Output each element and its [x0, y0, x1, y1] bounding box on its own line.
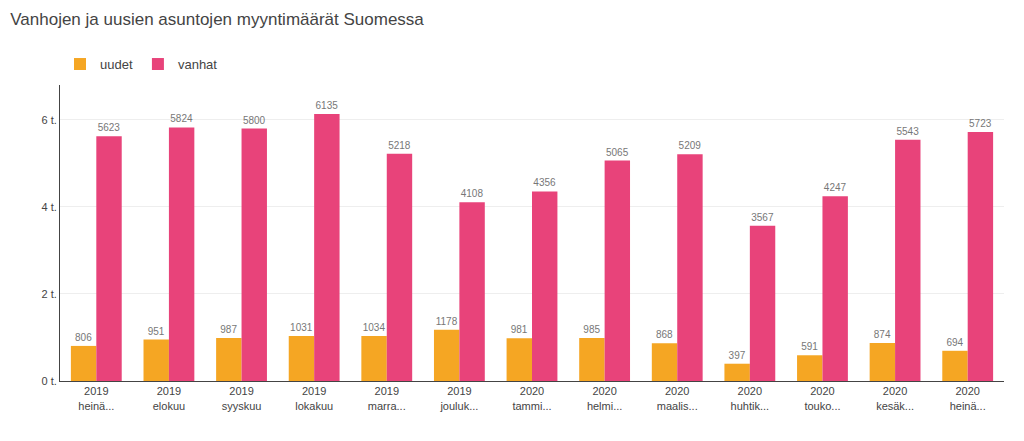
svg-text:985: 985	[583, 324, 600, 335]
svg-text:2020heinä...: 2020heinä...	[950, 385, 986, 411]
svg-text:4108: 4108	[461, 188, 484, 199]
svg-text:5065: 5065	[606, 147, 629, 158]
svg-text:6 t.: 6 t.	[42, 114, 57, 126]
svg-text:2019marra...: 2019marra...	[368, 385, 406, 411]
svg-text:951: 951	[148, 326, 165, 337]
svg-text:591: 591	[801, 341, 818, 352]
svg-text:1034: 1034	[363, 322, 386, 333]
svg-text:2019elokuu: 2019elokuu	[153, 385, 185, 411]
svg-text:4 t.: 4 t.	[42, 201, 57, 213]
svg-text:3567: 3567	[751, 212, 774, 223]
svg-text:694: 694	[946, 337, 963, 348]
svg-text:806: 806	[75, 332, 92, 343]
svg-text:987: 987	[220, 324, 237, 335]
svg-text:5623: 5623	[98, 122, 121, 133]
svg-text:4247: 4247	[824, 182, 847, 193]
svg-text:vanhat: vanhat	[178, 57, 217, 72]
svg-text:5218: 5218	[388, 140, 411, 151]
svg-text:5800: 5800	[243, 115, 266, 126]
svg-text:5723: 5723	[969, 118, 992, 129]
svg-text:2020maalis...: 2020maalis...	[657, 385, 698, 411]
svg-text:5543: 5543	[896, 126, 919, 137]
svg-text:2 t.: 2 t.	[42, 288, 57, 300]
svg-text:868: 868	[656, 329, 673, 340]
svg-text:2020helmi...: 2020helmi...	[587, 385, 622, 411]
svg-text:2019syyskuu: 2019syyskuu	[222, 385, 262, 411]
svg-text:2020huhtik...: 2020huhtik...	[731, 385, 770, 411]
svg-text:uudet: uudet	[100, 57, 133, 72]
svg-text:6135: 6135	[316, 100, 339, 111]
svg-text:2019heinä...: 2019heinä...	[78, 385, 114, 411]
svg-text:Vanhojen ja uusien asuntojen m: Vanhojen ja uusien asuntojen myyntimäärä…	[10, 10, 424, 29]
svg-text:1178: 1178	[436, 316, 458, 327]
svg-text:2020touko...: 2020touko...	[804, 385, 840, 411]
svg-text:2019jouluk...: 2019jouluk...	[439, 385, 478, 411]
svg-text:5824: 5824	[170, 113, 193, 124]
svg-text:2020tammi...: 2020tammi...	[512, 385, 551, 411]
svg-text:1031: 1031	[290, 322, 313, 333]
svg-text:981: 981	[511, 324, 528, 335]
svg-text:4356: 4356	[533, 177, 556, 188]
svg-text:2019lokakuu: 2019lokakuu	[295, 385, 333, 411]
svg-text:5209: 5209	[679, 140, 702, 151]
svg-text:397: 397	[729, 350, 746, 361]
svg-text:0 t.: 0 t.	[42, 375, 57, 387]
svg-text:2020kesäk...: 2020kesäk...	[876, 385, 914, 411]
svg-text:874: 874	[874, 329, 891, 340]
